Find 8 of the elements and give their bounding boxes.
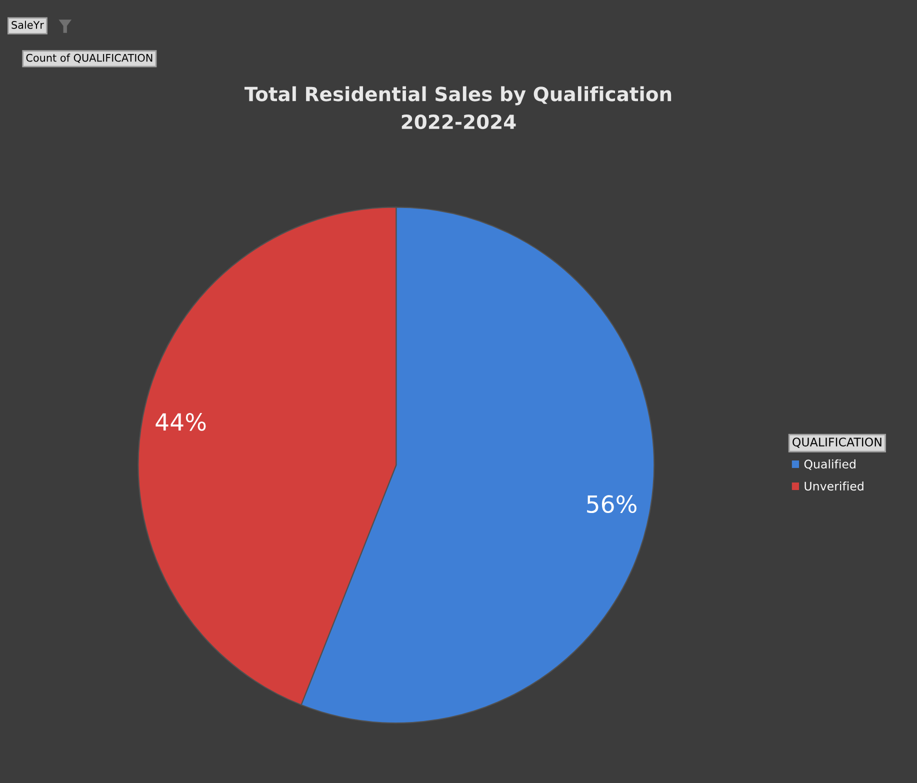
legend-label: Unverified <box>804 481 864 491</box>
data-label: 56% <box>587 495 636 514</box>
text: Count of QUALIFICATION <box>26 54 152 63</box>
chart-title: Total Residential Sales by Qualification 2022-2024 <box>244 86 672 130</box>
legend-label: Qualified <box>804 459 856 470</box>
legend-title: QUALIFICATION <box>792 438 882 448</box>
data-label: 44% <box>156 413 206 431</box>
text: SaleYr <box>12 20 44 29</box>
